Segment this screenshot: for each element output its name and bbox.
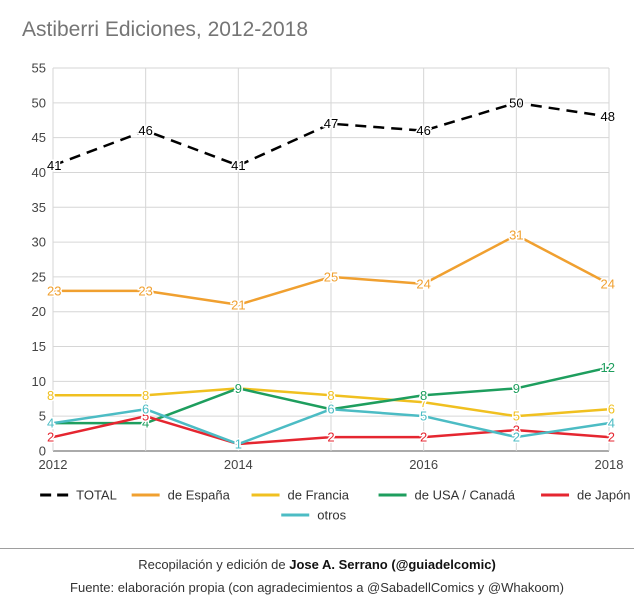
data-label: 46 (138, 123, 152, 138)
data-label: 6 (142, 402, 149, 417)
y-tick-label: 55 (32, 61, 46, 76)
data-label: 24 (416, 276, 430, 291)
data-label: 2 (513, 430, 520, 445)
data-label: 41 (231, 158, 245, 173)
data-label: 1 (235, 437, 242, 452)
data-label: 23 (138, 283, 152, 298)
y-axis-tick-labels: 0 5 10 15 20 25 30 35 40 45 50 55 (32, 61, 46, 459)
legend-label: de Francia (288, 488, 350, 503)
data-label: 31 (509, 228, 523, 243)
series-line (52, 101, 610, 167)
data-label: 3 (513, 423, 520, 438)
data-label: 8 (327, 388, 334, 403)
x-tick-label: 2016 (409, 457, 438, 472)
data-label: 8 (420, 388, 427, 403)
x-tick-label: 2012 (39, 457, 68, 472)
data-label: 6 (608, 402, 615, 417)
data-label: 4 (47, 416, 54, 431)
source-line: Fuente: elaboración propia (con agradeci… (70, 580, 564, 595)
data-label: 48 (601, 109, 615, 124)
data-label: 21 (231, 297, 245, 312)
data-label: 8 (47, 388, 54, 403)
data-label: 2 (420, 430, 427, 445)
data-label: 6 (327, 402, 334, 417)
data-label: 24 (601, 276, 615, 291)
legend: TOTAL de España de Francia de USA / Canadá d… (40, 488, 631, 523)
y-tick-label: 50 (32, 95, 46, 110)
credits-prefix: Recopilación y edición de (138, 557, 290, 572)
data-label: 41 (47, 158, 61, 173)
data-label: 5 (513, 409, 520, 424)
y-tick-label: 45 (32, 130, 46, 145)
data-label: 5 (420, 409, 427, 424)
data-label: 6 (327, 402, 334, 417)
x-tick-label: 2014 (224, 457, 253, 472)
data-label: 2 (327, 430, 334, 445)
y-tick-label: 40 (32, 165, 46, 180)
series-line (52, 407, 610, 446)
y-tick-label: 35 (32, 200, 46, 215)
data-label: 50 (509, 95, 523, 110)
legend-label: de España (168, 488, 231, 503)
series-line (52, 414, 610, 446)
y-tick-label: 10 (32, 374, 46, 389)
legend-label: otros (317, 508, 346, 523)
legend-label: TOTAL (76, 488, 117, 503)
credits-line: Recopilación y edición de Jose A. Serran… (0, 557, 634, 572)
data-label: 5 (142, 409, 149, 424)
data-label: 47 (324, 116, 338, 131)
data-label: 12 (601, 360, 615, 375)
data-label: 4 (142, 416, 149, 431)
data-label: 4 (47, 416, 54, 431)
y-tick-label: 25 (32, 269, 46, 284)
y-tick-label: 5 (39, 409, 46, 424)
chart-title: Astiberri Ediciones, 2012-2018 (22, 18, 309, 41)
x-axis-tick-labels: 2012 2014 2016 2018 (39, 457, 624, 472)
data-label: 25 (324, 269, 338, 284)
legend-label: de Japón (577, 488, 631, 503)
data-label: 9 (513, 381, 520, 396)
data-label: 2 (608, 430, 615, 445)
y-tick-label: 20 (32, 304, 46, 319)
series-line (53, 233, 610, 307)
credits-author: Jose A. Serrano (@guiadelcomic) (289, 557, 496, 572)
data-label: 23 (47, 283, 61, 298)
y-tick-label: 0 (39, 444, 46, 459)
data-label: 7 (420, 395, 427, 410)
legend-label: de USA / Canadá (415, 488, 516, 503)
series-lines (52, 101, 610, 446)
data-label: 46 (416, 123, 430, 138)
x-tick-label: 2018 (595, 457, 624, 472)
footer-divider (0, 548, 634, 549)
y-tick-label: 30 (32, 235, 46, 250)
data-label: 8 (142, 388, 149, 403)
data-label: 2 (47, 430, 54, 445)
data-label: 1 (235, 437, 242, 452)
series-line (53, 387, 610, 418)
data-label: 9 (235, 381, 242, 396)
data-label: 4 (608, 416, 615, 431)
data-label: 9 (235, 381, 242, 396)
y-tick-label: 15 (32, 339, 46, 354)
